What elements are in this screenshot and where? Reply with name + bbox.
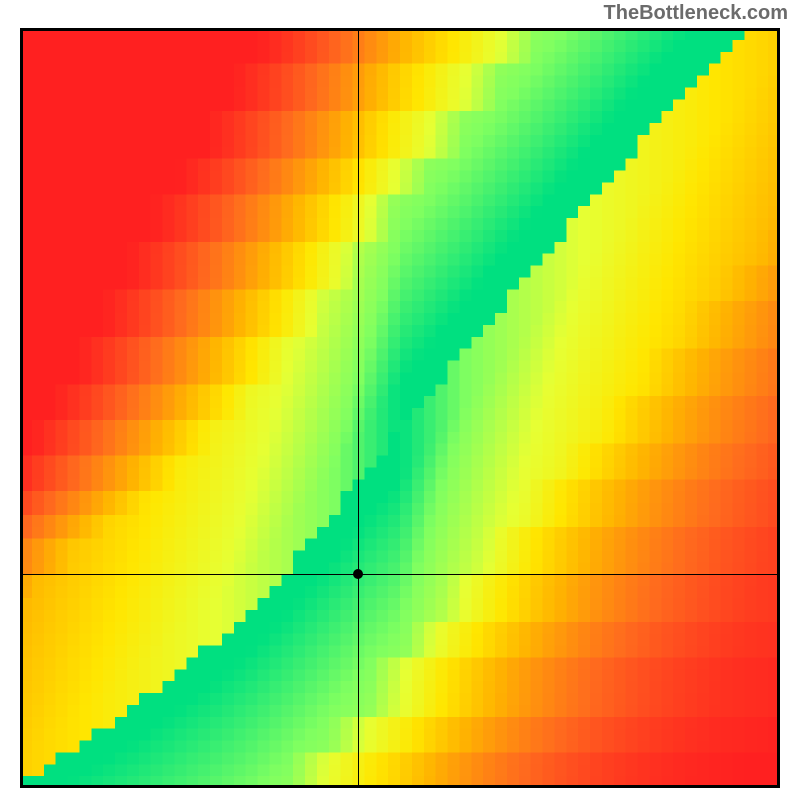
watermark-text: TheBottleneck.com	[604, 2, 788, 25]
heatmap-plot	[20, 28, 780, 788]
heatmap-canvas	[20, 28, 780, 788]
